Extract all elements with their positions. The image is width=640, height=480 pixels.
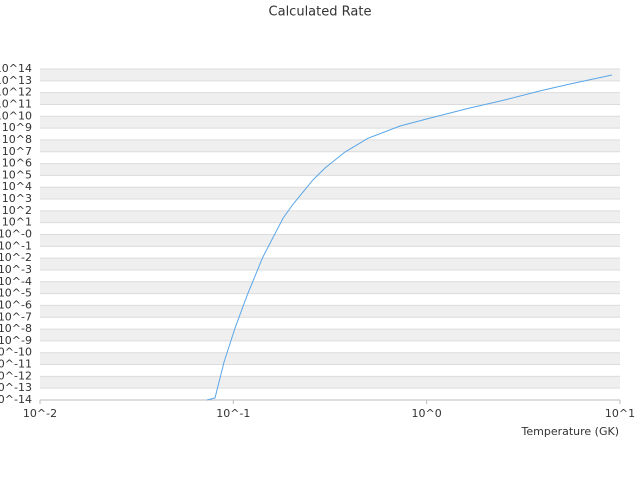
x-tick-label: 10^0	[412, 407, 442, 420]
y-tick-label: 10^-3	[0, 263, 32, 276]
y-tick-label: 10^-1	[0, 239, 32, 252]
y-tick-label: 10^13	[0, 74, 32, 87]
y-tick-label: 10^-9	[0, 334, 32, 347]
y-tick-label: 10^4	[2, 180, 32, 193]
y-tick-label: 10^-11	[0, 358, 32, 371]
y-tick-label: 10^-2	[0, 251, 32, 264]
grid-band	[40, 139, 620, 152]
grid-band	[40, 234, 620, 247]
x-tick-label: 10^-1	[216, 407, 250, 420]
grid-band	[40, 69, 620, 81]
y-tick-label: 10^1	[2, 216, 32, 229]
y-tick-label: 10^5	[2, 168, 32, 181]
grid-band	[40, 258, 620, 270]
grid-band	[40, 163, 620, 176]
y-tick-label: 10^-5	[0, 287, 32, 300]
grid-band	[40, 376, 620, 389]
y-tick-label: 10^-14	[0, 393, 32, 406]
y-tick-label: 10^3	[2, 192, 32, 205]
chart-title: Calculated Rate	[269, 5, 372, 20]
y-tick-label: 10^-8	[0, 322, 32, 335]
y-tick-label: 10^-7	[0, 310, 32, 323]
grid-band	[40, 305, 620, 318]
grid-band	[40, 352, 620, 365]
y-tick-label: 10^11	[0, 97, 32, 110]
y-tick-label: 10^-10	[0, 346, 32, 359]
data-line	[206, 74, 613, 401]
y-tick-label: 10^8	[2, 133, 32, 146]
y-tick-label: 10^-0	[0, 228, 32, 241]
y-tick-label: 10^-12	[0, 369, 32, 382]
x-tick-label: 10^-2	[23, 407, 57, 420]
grid-band	[40, 210, 620, 223]
grid-band	[40, 329, 620, 341]
y-tick-label: 10^-4	[0, 275, 32, 288]
y-tick-label: 10^2	[2, 204, 32, 217]
y-tick-label: 10^14	[0, 62, 32, 75]
y-tick-label: 10^6	[2, 157, 32, 170]
y-tick-label: 10^9	[2, 121, 32, 134]
x-tick-label: 10^1	[605, 407, 635, 420]
y-tick-label: 10^-6	[0, 298, 32, 311]
y-tick-label: 10^7	[2, 145, 32, 158]
grid-band	[40, 281, 620, 294]
grid-band	[40, 116, 620, 129]
grid-band	[40, 187, 620, 200]
y-tick-label: 10^-13	[0, 381, 32, 394]
x-axis-label: Temperature (GK)	[521, 425, 620, 438]
grid-band	[40, 92, 620, 105]
y-tick-label: 10^10	[0, 109, 32, 122]
y-tick-label: 10^12	[0, 86, 32, 99]
